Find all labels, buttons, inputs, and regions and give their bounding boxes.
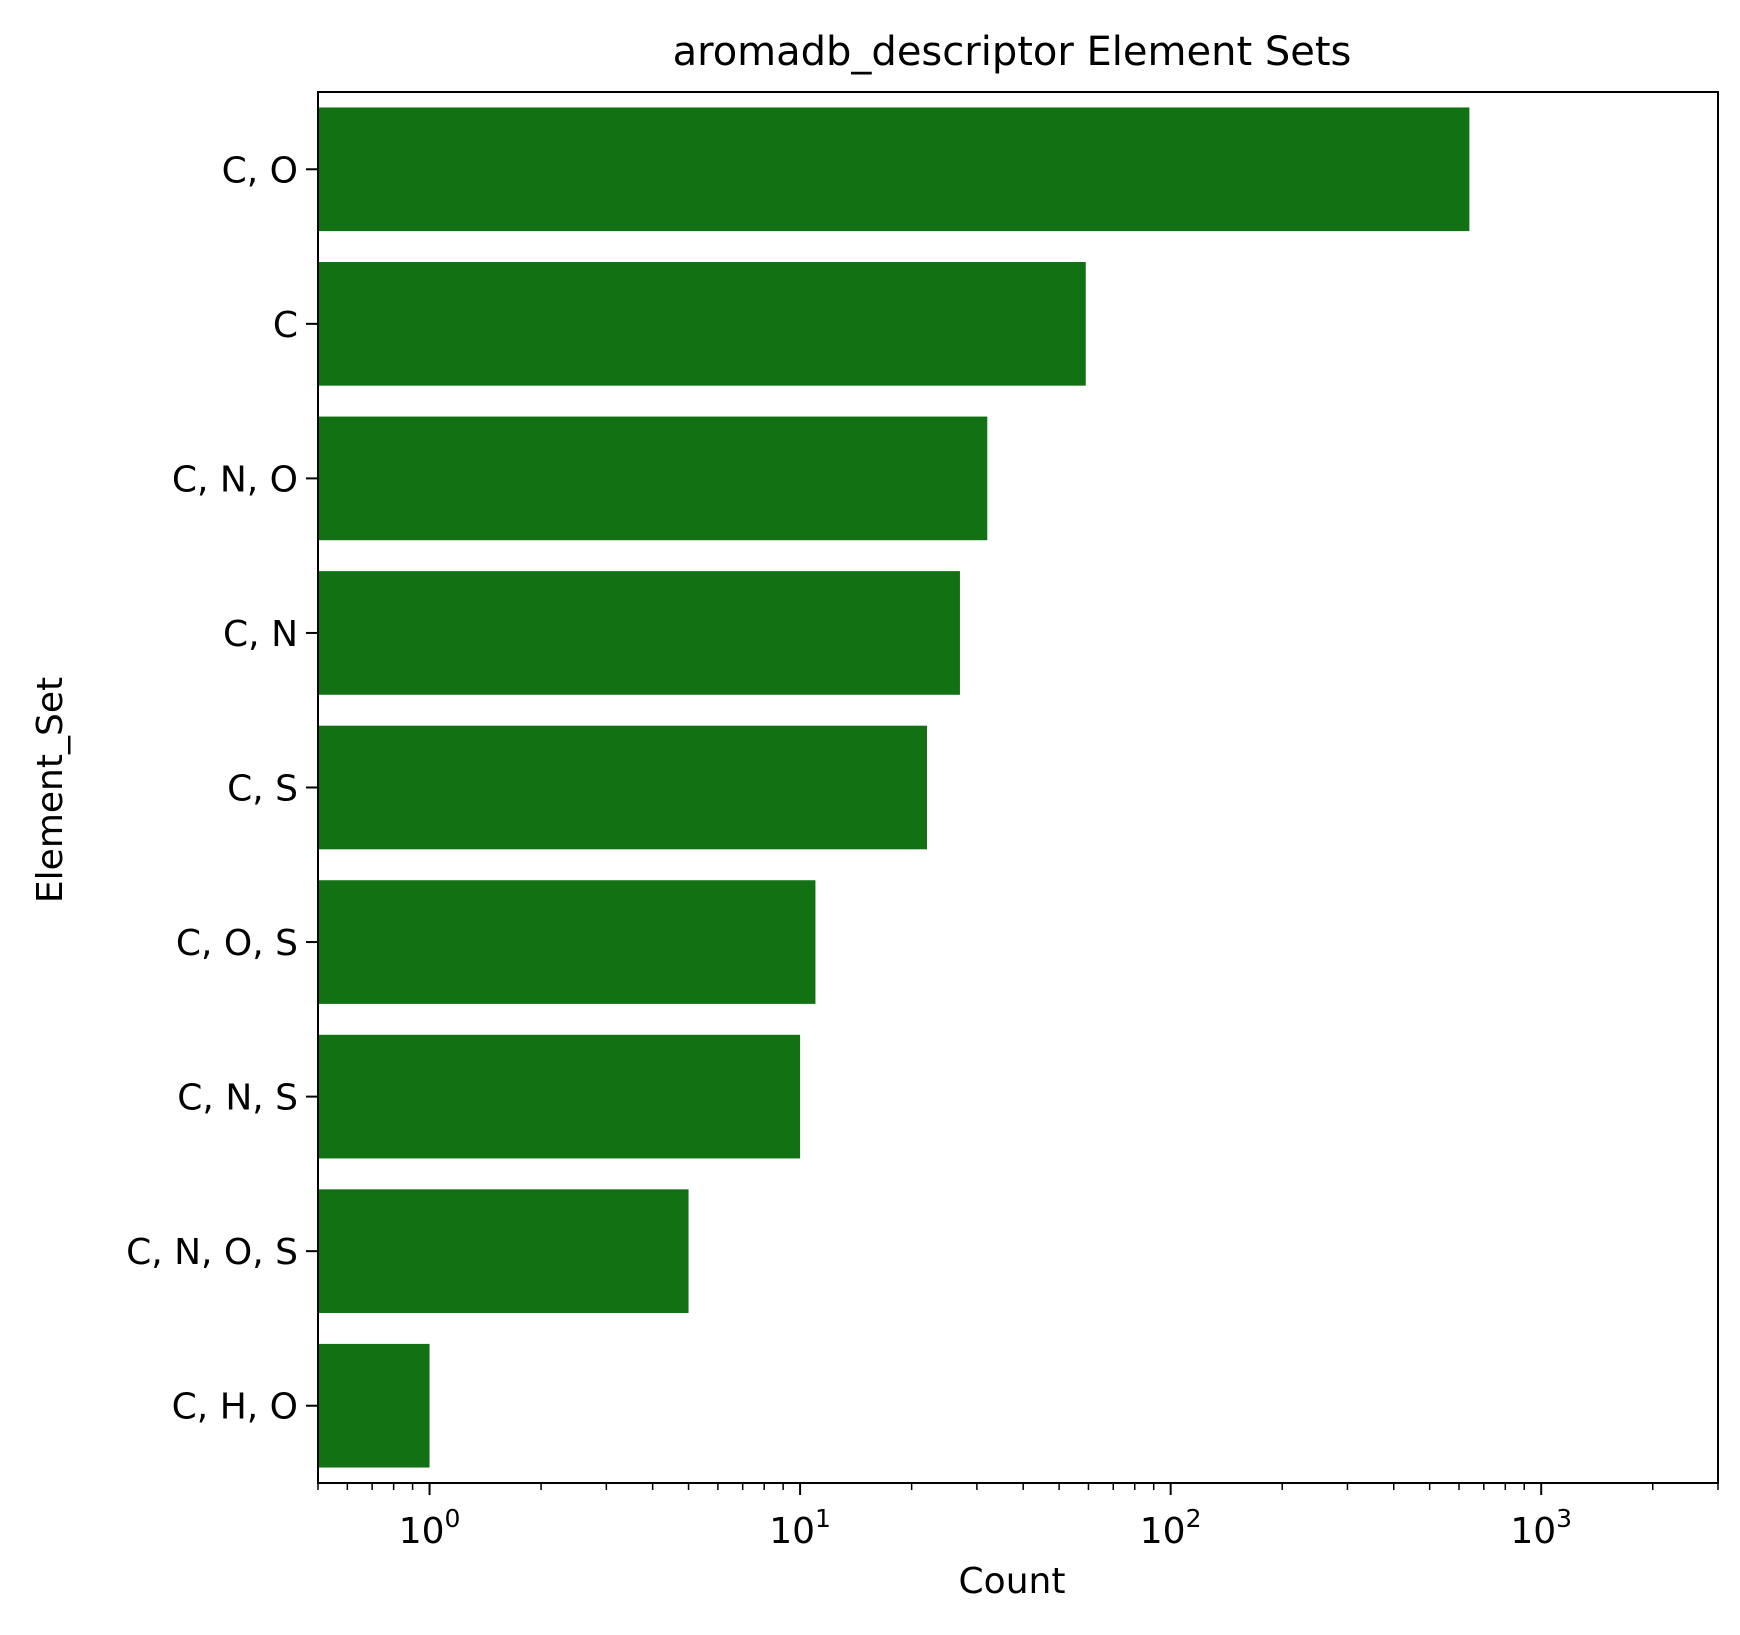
x-tick-base: 10 (399, 1511, 445, 1552)
y-tick-label: C, N, O, S (126, 1232, 298, 1273)
x-tick-exponent: 3 (1556, 1504, 1572, 1533)
y-tick-label: C, N, O (172, 459, 298, 500)
y-tick-label: C, O (222, 150, 298, 191)
x-tick-label: 100 (399, 1504, 461, 1552)
bar (318, 107, 1470, 232)
bars-group (318, 107, 1470, 1468)
bar (318, 416, 988, 541)
x-tick-label: 102 (1140, 1504, 1202, 1552)
x-tick-label: 101 (769, 1504, 831, 1552)
chart-title: aromadb_descriptor Element Sets (673, 29, 1352, 75)
bar (318, 1343, 430, 1468)
x-axis-label: Count (959, 1561, 1066, 1602)
y-axis-ticks: C, O C C, N, O C, N C, S C, O, S C, N, S C, N, … (126, 150, 318, 1428)
x-tick-base: 10 (1140, 1511, 1186, 1552)
x-tick-label: 103 (1510, 1504, 1572, 1552)
x-tick-exponent: 0 (445, 1504, 461, 1533)
bar (318, 1189, 689, 1313)
bar (318, 880, 816, 1004)
bar (318, 571, 960, 695)
y-tick-label: C (273, 305, 298, 346)
y-tick-label: C, H, O (172, 1387, 298, 1428)
bar (318, 1034, 801, 1159)
x-axis-ticks: 100 101 102 103 (317, 1483, 1719, 1552)
y-tick-label: C, N (223, 614, 298, 655)
x-tick-exponent: 2 (1186, 1504, 1202, 1533)
y-tick-label: C, O, S (176, 923, 298, 964)
x-tick-exponent: 1 (815, 1504, 831, 1533)
x-tick-base: 10 (769, 1511, 815, 1552)
y-tick-label: C, N, S (177, 1078, 298, 1119)
plot-frame (317, 91, 1719, 1484)
y-tick-label: C, S (227, 769, 298, 810)
bar (318, 262, 1086, 386)
bar (318, 725, 927, 850)
x-tick-base: 10 (1510, 1511, 1556, 1552)
y-axis-label: Element_Set (30, 677, 71, 903)
